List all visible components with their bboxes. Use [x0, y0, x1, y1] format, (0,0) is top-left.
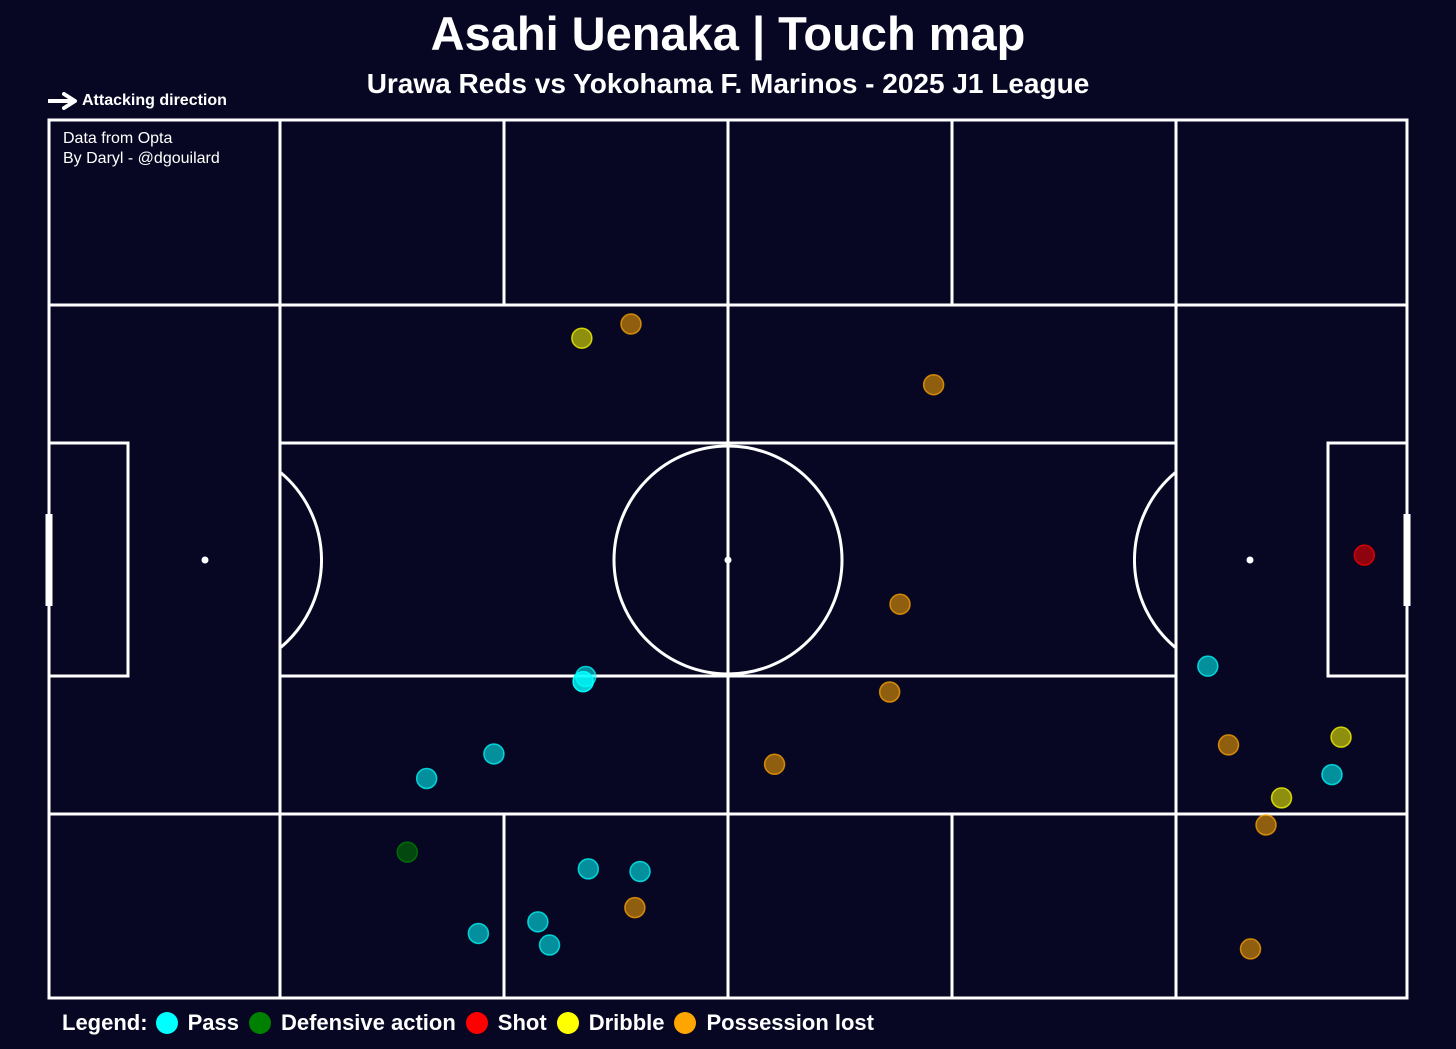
legend-label-shot: Shot	[497, 1010, 547, 1035]
touch-point-dribble	[1270, 787, 1293, 809]
penalty-spot-left	[201, 556, 209, 564]
touch-point-pass	[483, 743, 505, 765]
legend: Legend: Pass Defensive action Shot Dribb…	[62, 1009, 884, 1037]
touch-point-pass	[1321, 763, 1343, 786]
touch-point-pass	[629, 860, 651, 883]
touch-point-dribble	[1330, 726, 1352, 748]
touch-point-possession-lost	[922, 373, 945, 396]
chart-subtitle: Urawa Reds vs Yokohama F. Marinos - 2025…	[366, 68, 1090, 99]
touch-point-pass	[415, 767, 438, 790]
center-circle	[612, 444, 844, 676]
chart-title: Asahi Uenaka | Touch map	[430, 7, 1026, 60]
touch-point-possession-lost	[1255, 814, 1277, 836]
legend-item-dribble: Dribble	[556, 1010, 665, 1036]
legend-item-defensive-action: Defensive action	[248, 1010, 456, 1036]
touch-point-shot	[1353, 544, 1376, 566]
touch-point-possession-lost	[1217, 734, 1240, 756]
legend-label-dribble: Dribble	[588, 1010, 665, 1035]
legend-swatch-dribble	[556, 1012, 579, 1034]
touch-point-possession-lost	[624, 896, 646, 919]
arrow-right-icon	[48, 92, 77, 110]
touch-point-possession-lost	[878, 681, 901, 703]
touch-point-dribble	[571, 327, 593, 349]
touch-point-possession-lost	[763, 753, 786, 776]
touch-point-possession-lost	[889, 593, 911, 615]
touch-point-defensive-action	[396, 841, 419, 863]
touch-point-pass	[467, 922, 490, 945]
attacking-direction: Attacking direction	[48, 90, 227, 112]
six-yard-box-right	[1326, 441, 1407, 678]
legend-item-possession-lost: Possession lost	[674, 1010, 874, 1036]
legend-item-shot: Shot	[465, 1010, 547, 1036]
attacking-direction-label: Attacking direction	[82, 92, 227, 109]
penalty-arc-right	[1133, 470, 1177, 650]
touch-points	[396, 313, 1376, 960]
touch-point-pass	[577, 858, 600, 880]
touch-point-possession-lost	[620, 313, 642, 335]
six-yard-box-left	[49, 441, 130, 678]
legend-swatch-shot	[465, 1012, 488, 1034]
touch-point-possession-lost	[1239, 938, 1262, 960]
legend-swatch-defensive-action	[248, 1012, 271, 1034]
credits: Data from Opta By Daryl - @dgouilard	[63, 129, 220, 169]
center-spot	[724, 556, 732, 564]
legend-swatch-possession-lost	[674, 1012, 697, 1034]
legend-label-possession-lost: Possession lost	[706, 1010, 874, 1035]
legend-label-pass: Pass	[187, 1010, 239, 1035]
credit-author: By Daryl - @dgouilard	[63, 150, 220, 167]
legend-item-pass: Pass	[155, 1010, 239, 1036]
touch-point-pass	[572, 670, 594, 693]
legend-label-defensive-action: Defensive action	[280, 1010, 456, 1035]
credit-data-source: Data from Opta	[63, 130, 173, 147]
touch-point-pass	[1197, 655, 1219, 677]
penalty-arc-left	[279, 470, 323, 650]
penalty-spot-right	[1246, 556, 1254, 564]
legend-swatch-pass	[155, 1012, 178, 1034]
legend-title: Legend:	[62, 1010, 148, 1035]
touch-point-pass	[538, 934, 561, 956]
touch-point-pass	[527, 911, 549, 933]
